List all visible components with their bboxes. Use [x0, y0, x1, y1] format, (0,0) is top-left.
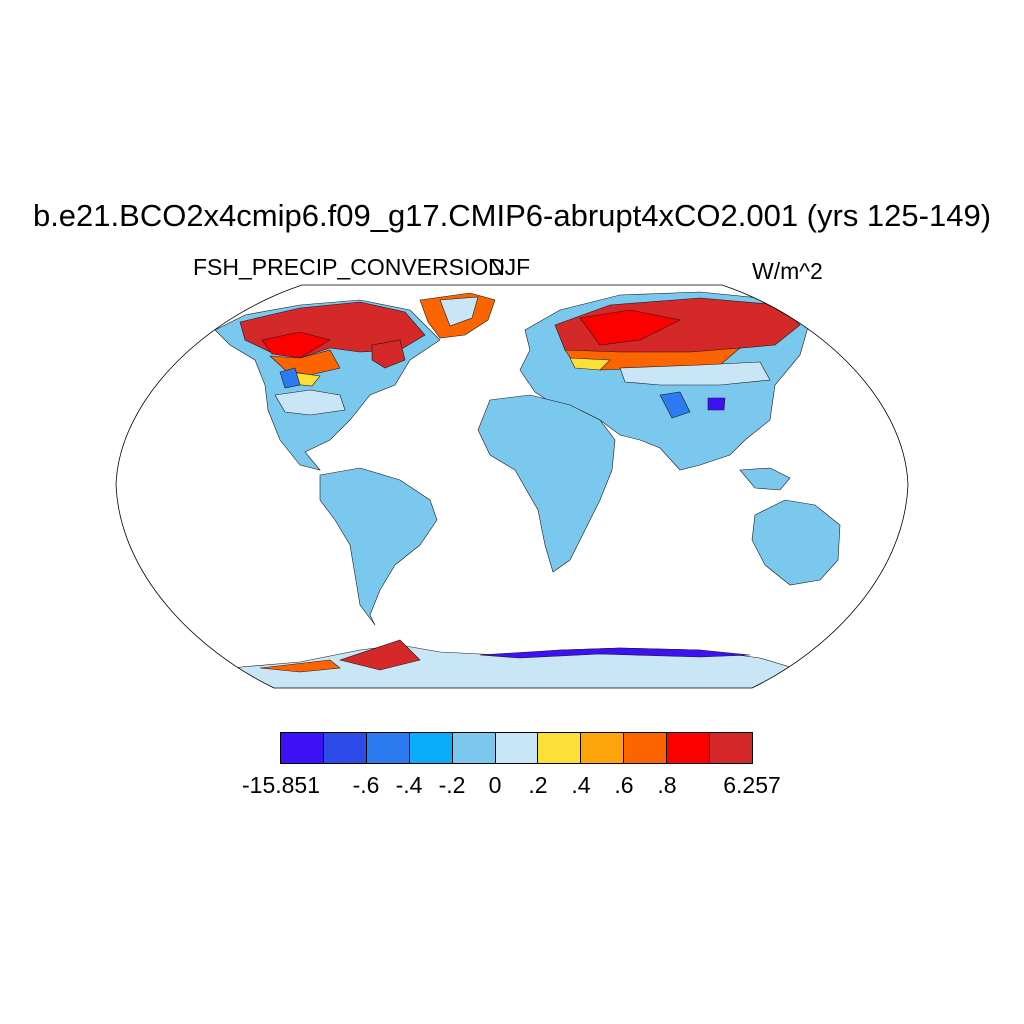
plot-title: b.e21.BCO2x4cmip6.f09_g17.CMIP6-abrupt4x… — [32, 198, 992, 233]
north-america-pale — [274, 389, 346, 416]
colorbar-label-2: -.4 — [395, 772, 423, 798]
colorbar — [280, 732, 753, 764]
central-asia-pale — [619, 361, 771, 386]
south-america — [319, 467, 438, 626]
map-fill — [214, 291, 841, 688]
colorbar-label-8: .8 — [657, 772, 677, 798]
colorbar-label-1: -.6 — [352, 772, 380, 798]
map-boundary — [115, 284, 909, 689]
north-america-blue-patch — [279, 367, 301, 389]
colorbar-swatch-5 — [495, 733, 539, 763]
colorbar-swatch-1 — [323, 733, 367, 763]
colorbar-swatch-4 — [452, 733, 496, 763]
colorbar-label-9: 6.257 — [723, 772, 781, 798]
colorbar-swatch-10 — [710, 733, 752, 763]
colorbar-label-5: .2 — [528, 772, 548, 798]
colorbar-swatch-0 — [281, 733, 324, 763]
hudson-region — [371, 339, 406, 369]
australia — [751, 499, 841, 586]
siberia-yellow — [569, 357, 611, 371]
colorbar-swatch-7 — [581, 733, 625, 763]
colorbar-swatch-9 — [667, 733, 711, 763]
colorbar-swatch-2 — [366, 733, 410, 763]
central-asia-blue — [659, 391, 691, 419]
antarctica-coast-violet — [479, 647, 751, 659]
colorbar-swatch-3 — [409, 733, 453, 763]
colorbar-label-0: -15.851 — [241, 772, 321, 798]
variable-name: FSH_PRECIP_CONVERSION — [193, 254, 505, 280]
maritime-continent — [739, 467, 791, 491]
antarctica-warming — [338, 639, 421, 671]
siberia-red — [579, 309, 681, 346]
north-america-orange — [269, 349, 341, 376]
africa — [477, 394, 616, 573]
north-america-red — [261, 331, 331, 359]
units-label: W/m^2 — [752, 258, 823, 284]
colorbar-label-7: .6 — [614, 772, 634, 798]
colorbar-label-3: -.2 — [438, 772, 466, 798]
season-label: DJF — [488, 254, 531, 280]
east-asia-violet — [707, 397, 726, 411]
colorbar-swatch-8 — [624, 733, 668, 763]
colorbar-swatch-6 — [538, 733, 582, 763]
antarctica-coast-orange — [259, 659, 341, 673]
colorbar-label-6: .4 — [571, 772, 591, 798]
colorbar-label-4: 0 — [488, 772, 502, 798]
greenland-interior — [439, 296, 479, 327]
